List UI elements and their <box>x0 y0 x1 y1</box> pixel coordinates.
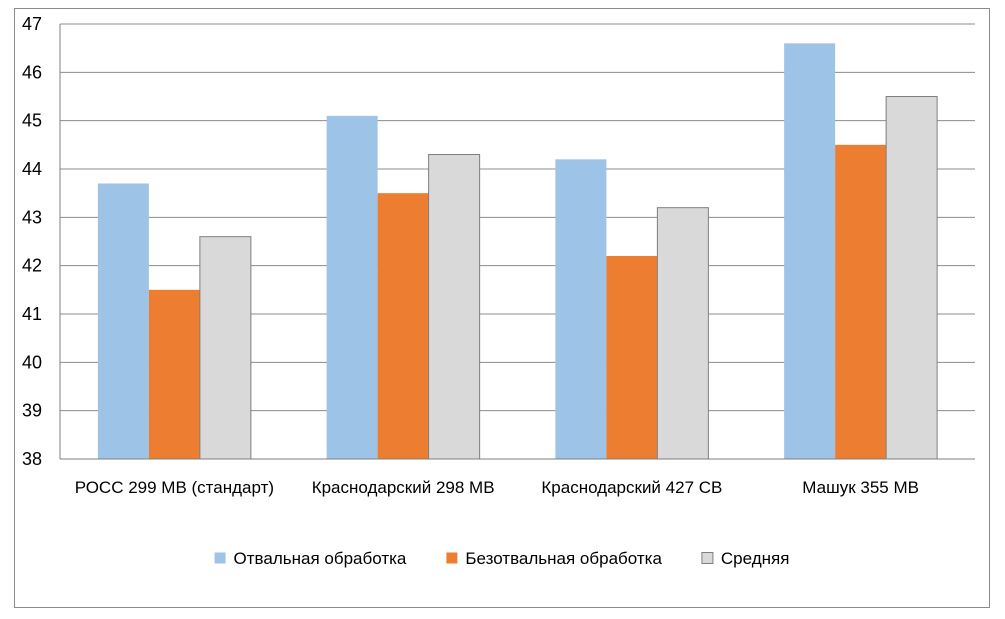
x-category-label: Краснодарский 298 МВ <box>312 478 495 497</box>
x-category-labels: РОСС 299 МВ (стандарт) Краснодарский 298 … <box>75 478 919 497</box>
y-tick-label: 42 <box>22 256 42 276</box>
bar <box>326 115 378 459</box>
legend: Отвальная обработка Безотвальная обработк… <box>214 549 790 568</box>
y-tick-label: 47 <box>22 14 42 34</box>
y-tick-label: 40 <box>22 352 42 372</box>
y-tick-label: 46 <box>22 62 42 82</box>
bar <box>377 193 429 459</box>
legend-label: Средняя <box>721 549 790 568</box>
bar <box>148 289 200 459</box>
y-tick-label: 43 <box>22 207 42 227</box>
bar <box>784 43 836 459</box>
y-tick-label: 39 <box>22 401 42 421</box>
y-tick-label: 45 <box>22 111 42 131</box>
x-category-label: Краснодарский 427 СВ <box>541 478 722 497</box>
bar <box>555 159 607 460</box>
bar <box>656 207 709 460</box>
bar <box>97 183 149 459</box>
x-category-label: РОСС 299 МВ (стандарт) <box>75 478 274 497</box>
axes <box>59 24 975 460</box>
bar <box>428 154 481 460</box>
bar <box>835 144 887 460</box>
bar <box>885 96 938 460</box>
y-tick-label: 44 <box>22 159 42 179</box>
legend-label: Отвальная обработка <box>234 549 407 568</box>
y-tick-labels: 38 39 40 41 42 43 44 45 46 47 <box>22 14 42 469</box>
x-category-label: Машук 355 МВ <box>802 478 919 497</box>
bar <box>199 236 252 460</box>
legend-swatch <box>446 552 458 564</box>
legend-swatch <box>701 552 714 564</box>
y-tick-label: 41 <box>22 304 42 324</box>
bar <box>606 256 658 459</box>
legend-label: Безотвальная обработка <box>465 549 662 568</box>
legend-swatch <box>214 552 226 564</box>
y-tick-label: 38 <box>22 449 42 469</box>
bars <box>97 43 938 460</box>
